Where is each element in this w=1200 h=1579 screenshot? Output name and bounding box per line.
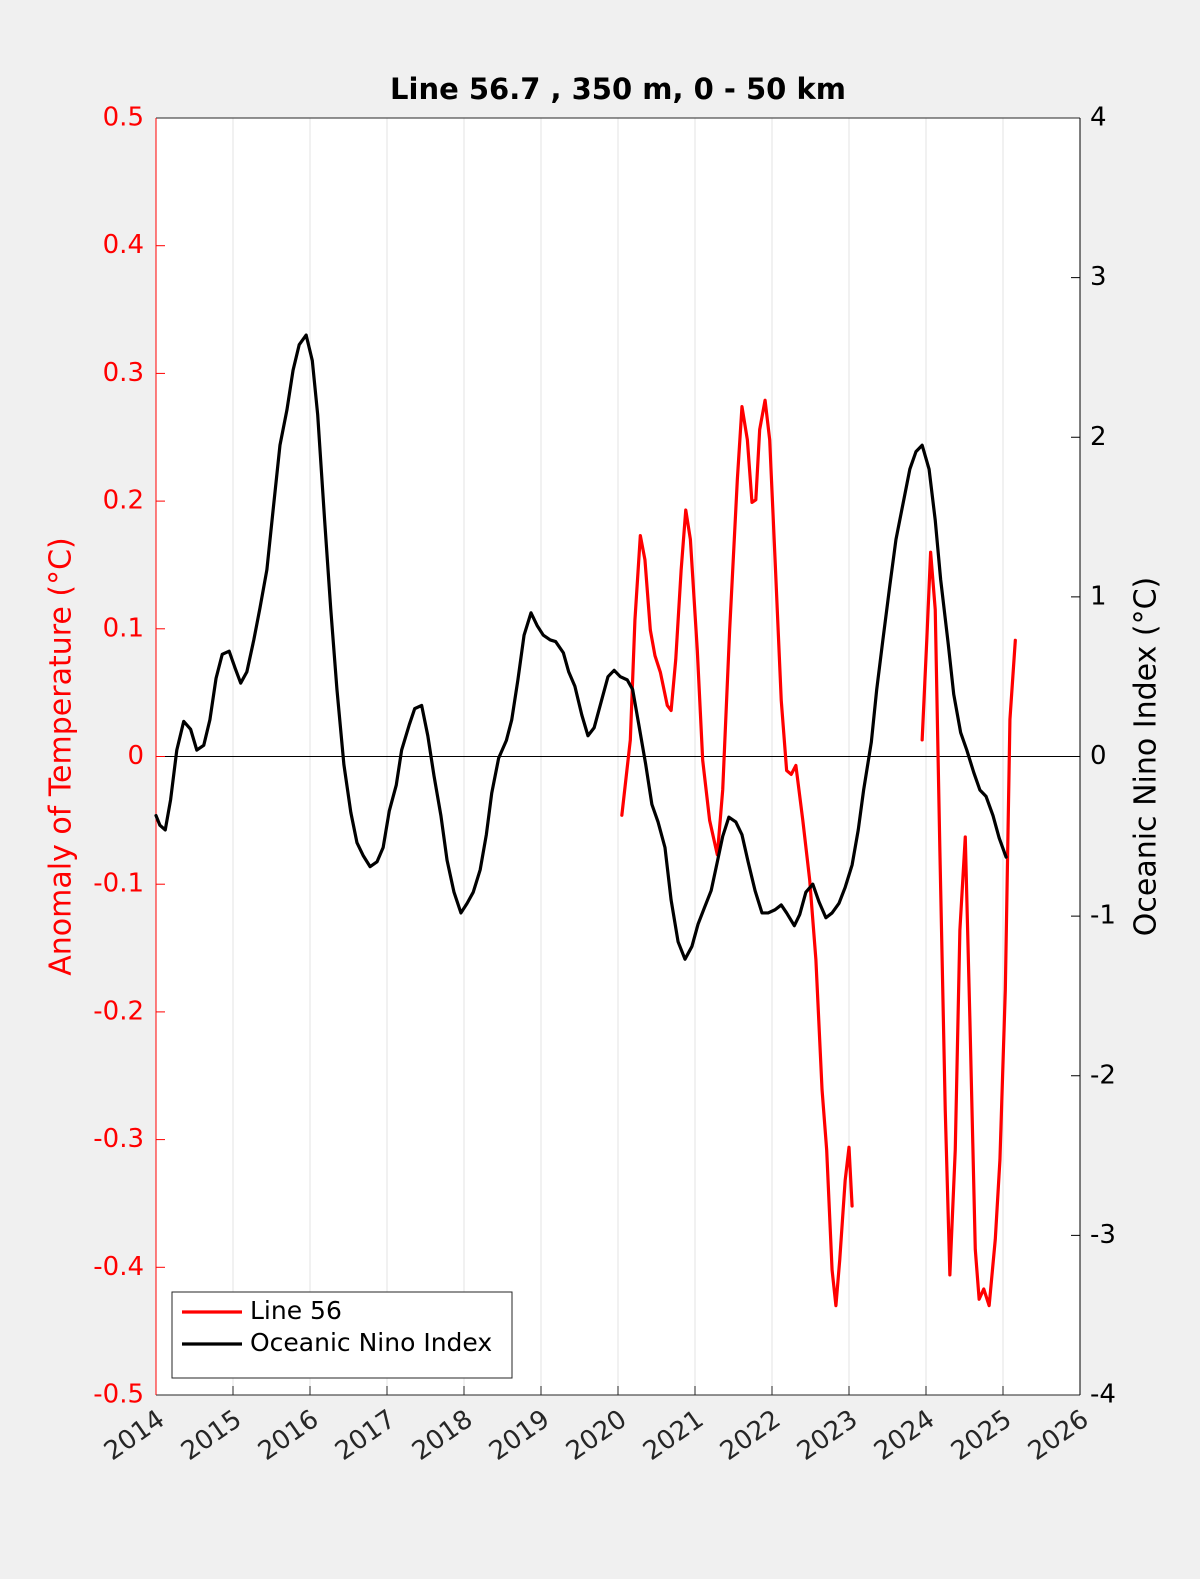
x-tick-label: 2026 bbox=[1023, 1404, 1094, 1467]
y-axis-label: Anomaly of Temperature (°C) bbox=[44, 537, 79, 976]
legend-box bbox=[171, 1291, 513, 1379]
x-tick-label: 2015 bbox=[176, 1404, 247, 1467]
x-tick-label: 2023 bbox=[792, 1404, 863, 1467]
x-tick-label: 2019 bbox=[484, 1404, 555, 1467]
y2-tick-label: -3 bbox=[1090, 1220, 1116, 1250]
x-tick-label: 2017 bbox=[330, 1404, 401, 1467]
x-tick-label: 2018 bbox=[407, 1404, 478, 1467]
y-tick-label: 0.4 bbox=[103, 230, 144, 260]
x-tick-label: 2020 bbox=[561, 1404, 632, 1467]
y-tick-label: 0.5 bbox=[103, 103, 144, 133]
x-tick-label: 2021 bbox=[638, 1404, 709, 1467]
x-tick-label: 2024 bbox=[869, 1404, 940, 1467]
y2-tick-label: -1 bbox=[1090, 901, 1116, 931]
y2-tick-label: 4 bbox=[1090, 103, 1107, 133]
y-tick-label: 0.1 bbox=[103, 613, 144, 643]
y-tick-label: 0.2 bbox=[103, 486, 144, 516]
y-tick-label: -0.2 bbox=[93, 996, 144, 1026]
y2-axis-label: Oceanic Nino Index (°C) bbox=[1129, 577, 1164, 937]
y-tick-label: -0.1 bbox=[93, 869, 144, 899]
x-tick-label: 2014 bbox=[99, 1404, 170, 1467]
series-line bbox=[154, 333, 1008, 961]
y2-tick-label: 3 bbox=[1090, 262, 1107, 292]
y-tick-label: -0.4 bbox=[93, 1252, 144, 1282]
x-tick-label: 2022 bbox=[715, 1404, 786, 1467]
y-tick-label: -0.5 bbox=[93, 1380, 144, 1410]
y2-tick-label: 0 bbox=[1090, 741, 1107, 771]
y-tick-label: 0 bbox=[127, 741, 144, 771]
x-tick-label: 2016 bbox=[253, 1404, 324, 1467]
legend-label: Line 56 bbox=[250, 1296, 342, 1325]
y2-tick-label: 1 bbox=[1090, 581, 1107, 611]
series-line bbox=[620, 398, 1017, 1308]
y2-tick-label: -4 bbox=[1090, 1380, 1116, 1410]
y2-tick-label: 2 bbox=[1090, 422, 1107, 452]
legend-label: Oceanic Nino Index bbox=[250, 1328, 492, 1357]
y-tick-label: 0.3 bbox=[103, 358, 144, 388]
x-tick-label: 2025 bbox=[946, 1404, 1017, 1467]
y2-tick-label: -2 bbox=[1090, 1060, 1116, 1090]
chart-title: Line 56.7 , 350 m, 0 - 50 km bbox=[390, 72, 846, 106]
y-tick-label: -0.3 bbox=[93, 1124, 144, 1154]
